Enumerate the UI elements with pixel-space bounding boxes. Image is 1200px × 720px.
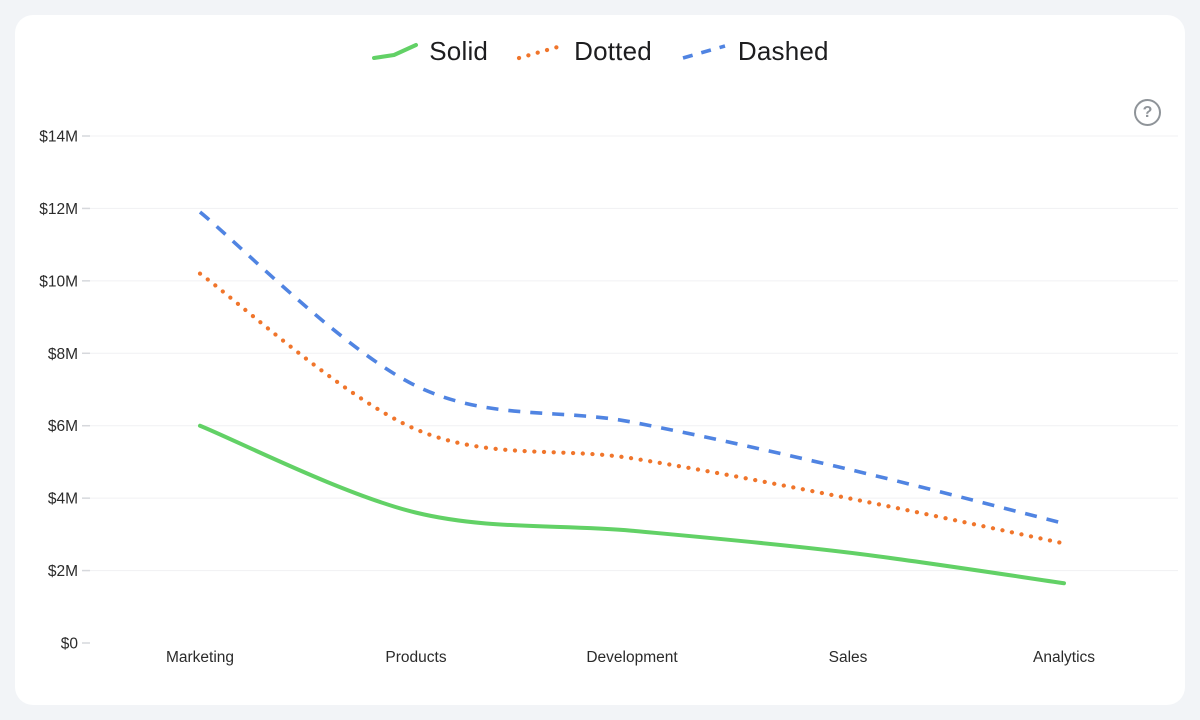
- solid-line-icon: [372, 42, 419, 60]
- chart-card: [15, 15, 1185, 705]
- dashed-line-icon: [682, 43, 726, 60]
- legend-label: Solid: [429, 36, 489, 66]
- y-axis-label: $10M: [39, 273, 78, 290]
- y-axis-label: $8M: [48, 346, 78, 363]
- series-line-dashed[interactable]: [198, 210, 1065, 526]
- y-axis-label: $2M: [48, 563, 78, 580]
- x-axis-label: Development: [586, 649, 678, 666]
- y-axis-label: $12M: [39, 201, 78, 218]
- y-axis-label: $4M: [48, 491, 78, 508]
- y-axis-label: $14M: [39, 129, 78, 146]
- legend-label: Dashed: [737, 36, 829, 66]
- legend-item-dotted[interactable]: Dotted: [516, 36, 652, 67]
- y-axis-label: $6M: [48, 418, 78, 435]
- series-line-solid[interactable]: [198, 423, 1066, 586]
- x-axis-label: Sales: [829, 649, 868, 666]
- help-icon[interactable]: ?: [1134, 99, 1161, 126]
- x-axis-label: Marketing: [166, 649, 234, 666]
- legend-item-dashed[interactable]: Dashed: [680, 36, 829, 67]
- y-axis-label: $0: [61, 636, 79, 653]
- x-axis-label: Products: [385, 649, 446, 666]
- help-question-mark: ?: [1142, 103, 1153, 121]
- chart-legend: Solid Dotted Dashed: [0, 36, 1200, 67]
- x-axis-label: Analytics: [1033, 649, 1095, 666]
- legend-item-solid[interactable]: Solid: [371, 36, 488, 67]
- legend-label: Dotted: [574, 36, 652, 66]
- dotted-line-icon: [516, 43, 564, 60]
- series-line-dotted[interactable]: [197, 271, 1067, 546]
